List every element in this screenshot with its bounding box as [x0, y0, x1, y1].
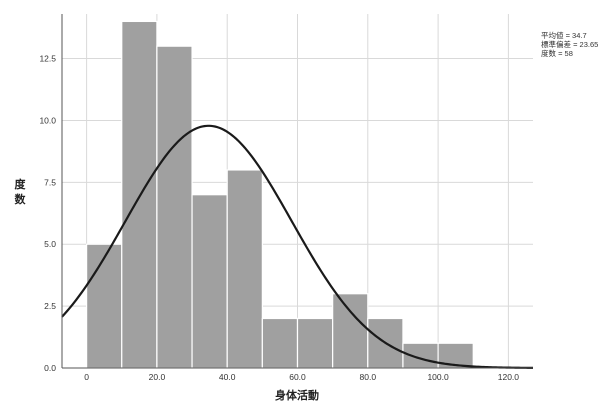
- histogram-bar: [86, 243, 123, 369]
- stats-n: 度数 = 58: [541, 48, 573, 58]
- y-axis-label-char-2: 数: [15, 192, 27, 206]
- y-tick-label: 0.0: [44, 363, 56, 373]
- x-tick-label: 100.0: [427, 372, 449, 382]
- histogram-bar: [226, 169, 263, 369]
- y-tick-labels: 0.0 2.5 5.0 7.5 10.0 12.5: [39, 54, 56, 373]
- axes: [61, 14, 533, 369]
- histogram-bar: [156, 45, 193, 369]
- x-axis-label: 身体活動: [275, 388, 319, 402]
- y-tick-label: 10.0: [39, 115, 56, 125]
- y-tick-label: 7.5: [44, 177, 56, 187]
- stats-mean: 平均値 = 34.7: [541, 30, 587, 40]
- x-tick-labels: 0 20.0 40.0 60.0 80.0 100.0 120.0: [84, 372, 519, 382]
- histogram-bar: [296, 317, 334, 369]
- x-tick-label: 0: [84, 372, 89, 382]
- x-tick-label: 120.0: [498, 372, 520, 382]
- histogram-bars: [86, 20, 474, 369]
- stats-legend: 平均値 = 34.7 標準偏差 = 23.65 度数 = 58: [541, 30, 598, 58]
- normal-curve: [61, 124, 534, 369]
- x-tick-label: 80.0: [360, 372, 377, 382]
- y-tick-label: 2.5: [44, 301, 56, 311]
- x-tick-label: 20.0: [149, 372, 166, 382]
- y-tick-label: 5.0: [44, 239, 56, 249]
- x-tick-label: 40.0: [219, 372, 236, 382]
- histogram-bar: [332, 293, 369, 369]
- histogram-bar: [261, 317, 299, 369]
- y-axis-label-char-1: 度: [15, 177, 27, 191]
- histogram-bar: [402, 342, 439, 369]
- histogram-bar: [191, 194, 228, 369]
- stats-sd: 標準偏差 = 23.65: [541, 39, 598, 49]
- y-tick-label: 12.5: [39, 54, 56, 64]
- x-tick-label: 60.0: [289, 372, 306, 382]
